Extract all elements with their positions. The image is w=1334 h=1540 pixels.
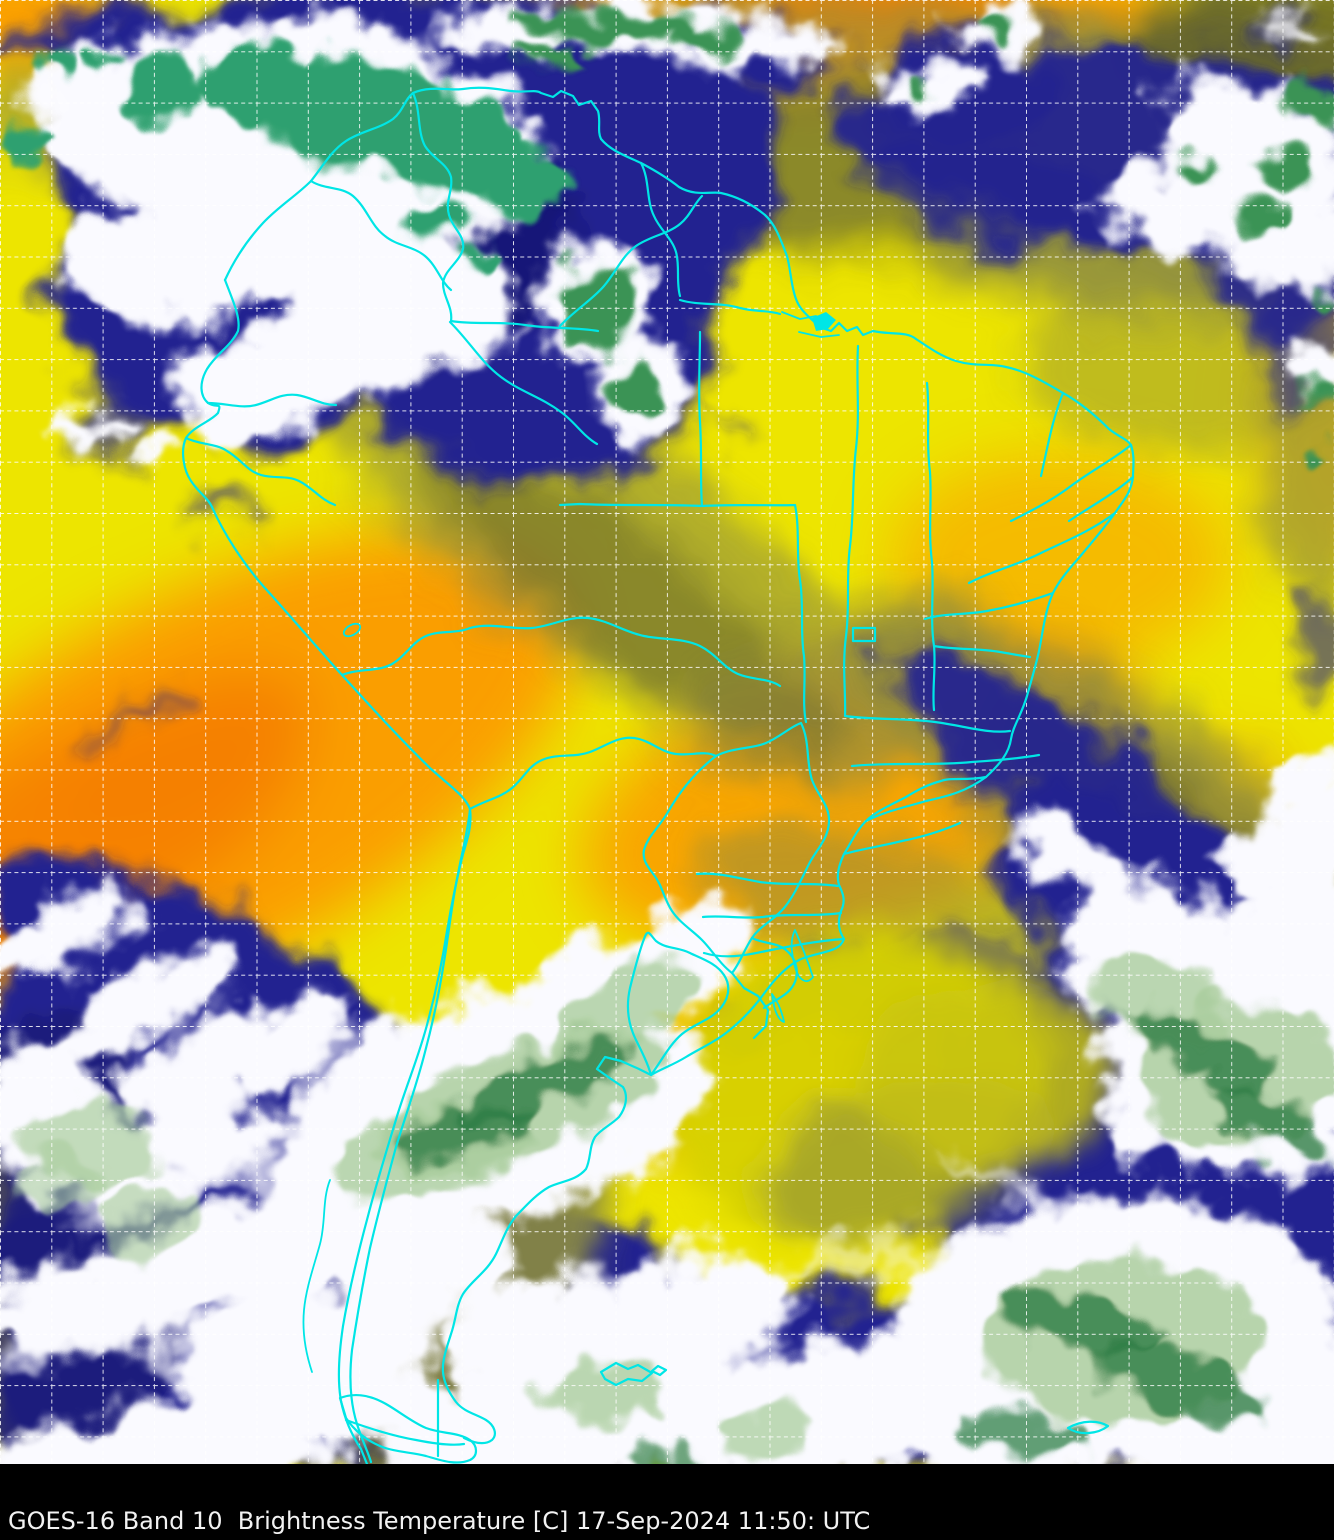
- coastline-atlantic: [223, 86, 1135, 1445]
- graticule: [0, 0, 1334, 1464]
- tierra-del-fuego: [338, 1378, 478, 1464]
- coastline-pacific: [182, 278, 472, 1464]
- uruguay-borders: [626, 931, 730, 1077]
- goes16-band10-image: [0, 0, 1334, 1464]
- border-bolivia-south: [468, 736, 718, 811]
- border-ecuador: [184, 393, 338, 507]
- border-peru-brazil: [448, 320, 599, 446]
- border-venezuela-colombia: [411, 91, 465, 323]
- border-peru-bolivia: [340, 616, 782, 688]
- amazon-delta-water: [812, 312, 836, 331]
- brazil-state-borders: [558, 330, 1135, 958]
- border-colombia-interior: [309, 179, 453, 292]
- border-chile-argentina: [349, 807, 472, 1464]
- border-brazil-north: [449, 161, 782, 333]
- country-borders: [182, 86, 1135, 1464]
- lagoa-dos-patos: [771, 929, 814, 1023]
- caption-text: GOES-16 Band 10 Brightness Temperature […: [8, 1507, 871, 1535]
- south-georgia: [1066, 1420, 1110, 1435]
- border-parana-misiones: [730, 936, 798, 1040]
- satellite-map: [0, 0, 1334, 1464]
- lake-titicaca: [342, 622, 362, 638]
- caption-bar: GOES-16 Band 10 Brightness Temperature […: [0, 1464, 1334, 1540]
- chile-fjords: [302, 1179, 331, 1373]
- falkland-islands: [599, 1361, 668, 1387]
